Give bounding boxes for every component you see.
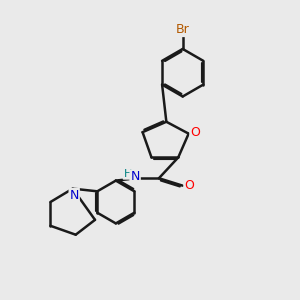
Text: N: N [70,189,79,202]
Text: H: H [124,169,132,179]
Text: Br: Br [176,23,190,36]
Text: O: O [190,126,200,139]
Text: N: N [130,170,140,183]
Text: O: O [184,179,194,192]
